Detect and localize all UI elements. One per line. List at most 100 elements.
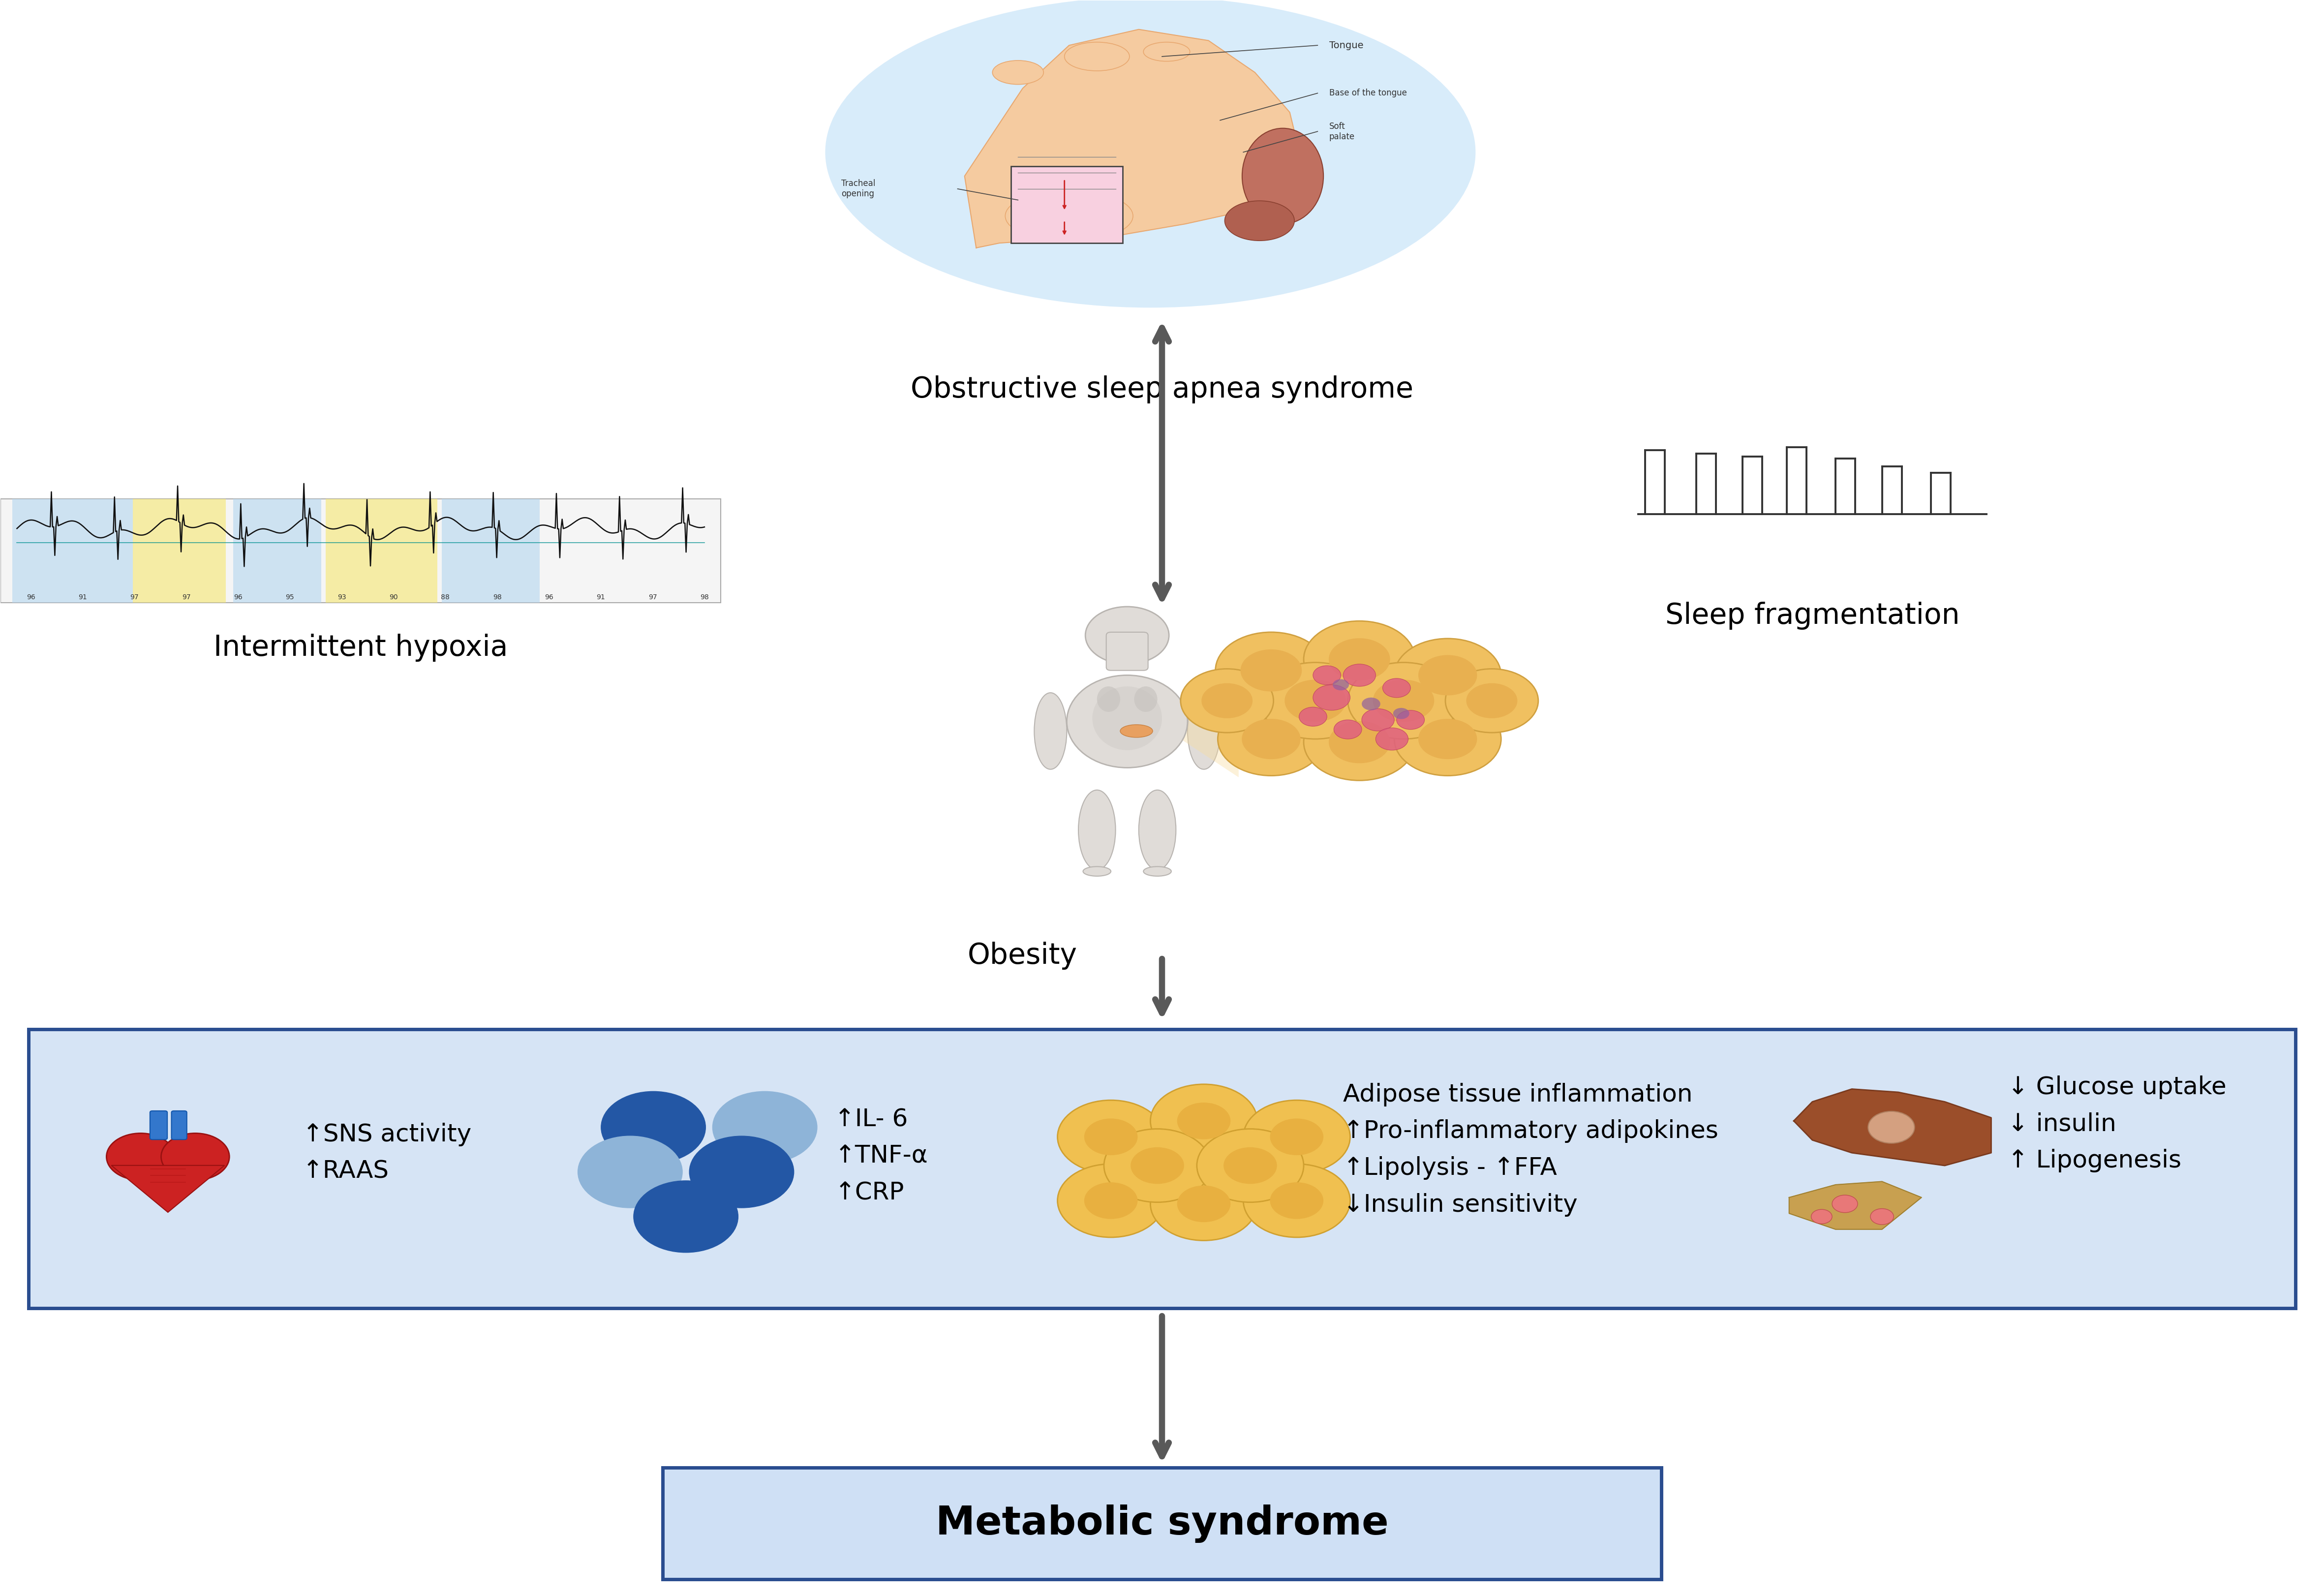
Ellipse shape [1143, 867, 1171, 876]
Text: 97: 97 [130, 594, 139, 600]
Text: Sleep fragmentation: Sleep fragmentation [1664, 602, 1959, 630]
FancyBboxPatch shape [662, 1468, 1662, 1580]
Ellipse shape [1006, 190, 1134, 241]
FancyBboxPatch shape [28, 1029, 2296, 1309]
Circle shape [1868, 1111, 1915, 1143]
Ellipse shape [1092, 686, 1162, 750]
Circle shape [602, 1092, 706, 1163]
Circle shape [1085, 1183, 1139, 1219]
Text: Metabolic syndrome: Metabolic syndrome [937, 1505, 1387, 1543]
Ellipse shape [1078, 790, 1116, 870]
Circle shape [107, 1133, 174, 1179]
Ellipse shape [1083, 867, 1111, 876]
Text: 93: 93 [337, 594, 346, 600]
Circle shape [1243, 1100, 1350, 1173]
Circle shape [1831, 1195, 1857, 1213]
Text: Soft
palate: Soft palate [1329, 121, 1355, 140]
Circle shape [1343, 664, 1376, 686]
Circle shape [1397, 710, 1425, 729]
Circle shape [579, 1136, 683, 1208]
Circle shape [1085, 1119, 1139, 1156]
Circle shape [1373, 680, 1434, 721]
Circle shape [1085, 606, 1169, 664]
Ellipse shape [992, 61, 1043, 85]
Ellipse shape [1134, 686, 1157, 712]
Circle shape [1285, 680, 1346, 721]
Circle shape [1383, 678, 1411, 697]
Circle shape [1218, 702, 1325, 776]
Circle shape [1132, 1148, 1183, 1184]
Circle shape [1057, 1100, 1164, 1173]
FancyBboxPatch shape [172, 1111, 186, 1140]
Circle shape [1197, 1128, 1304, 1202]
Bar [325, 500, 437, 603]
Text: ↑SNS activity
↑RAAS: ↑SNS activity ↑RAAS [302, 1122, 472, 1183]
Circle shape [1222, 1148, 1276, 1184]
Circle shape [1362, 709, 1394, 731]
Circle shape [1304, 704, 1415, 780]
Text: 96: 96 [544, 594, 553, 600]
Text: 97: 97 [181, 594, 191, 600]
Circle shape [1150, 1167, 1257, 1240]
Text: 95: 95 [286, 594, 295, 600]
Circle shape [1243, 1163, 1350, 1237]
Circle shape [1269, 1119, 1322, 1156]
FancyBboxPatch shape [151, 1111, 167, 1140]
Text: Intermittent hypoxia: Intermittent hypoxia [214, 634, 509, 662]
Circle shape [1181, 669, 1274, 733]
Circle shape [1362, 697, 1380, 710]
Bar [12, 500, 132, 603]
Text: 97: 97 [648, 594, 658, 600]
Circle shape [1150, 1084, 1257, 1157]
Circle shape [1057, 1163, 1164, 1237]
Ellipse shape [1064, 41, 1129, 70]
Text: 88: 88 [442, 594, 451, 600]
Circle shape [1394, 638, 1501, 712]
Circle shape [1329, 721, 1390, 763]
Ellipse shape [1067, 675, 1188, 768]
Text: Obesity: Obesity [967, 942, 1078, 969]
Text: 91: 91 [597, 594, 604, 600]
Circle shape [1269, 1183, 1322, 1219]
Ellipse shape [1225, 201, 1294, 241]
Circle shape [1215, 632, 1327, 709]
FancyBboxPatch shape [1106, 632, 1148, 670]
Polygon shape [1178, 643, 1239, 777]
Ellipse shape [1188, 693, 1220, 769]
Circle shape [1394, 702, 1501, 776]
Circle shape [1176, 1103, 1229, 1140]
Text: 90: 90 [388, 594, 397, 600]
Polygon shape [112, 1165, 225, 1213]
Circle shape [1241, 650, 1301, 691]
Ellipse shape [1143, 41, 1190, 61]
Text: Tongue: Tongue [1329, 40, 1364, 49]
Circle shape [690, 1136, 795, 1208]
Circle shape [713, 1092, 818, 1163]
Circle shape [1392, 709, 1408, 720]
Text: 98: 98 [700, 594, 709, 600]
Text: Obstructive sleep apnea syndrome: Obstructive sleep apnea syndrome [911, 375, 1413, 404]
Text: ↑IL- 6
↑TNF-α
↑CRP: ↑IL- 6 ↑TNF-α ↑CRP [834, 1108, 927, 1205]
Circle shape [634, 1181, 739, 1253]
Circle shape [1418, 718, 1478, 760]
Circle shape [1871, 1208, 1894, 1224]
Text: Tracheal
opening: Tracheal opening [841, 179, 876, 198]
Ellipse shape [1097, 686, 1120, 712]
Text: 98: 98 [493, 594, 502, 600]
Circle shape [1202, 683, 1253, 718]
Circle shape [1446, 669, 1538, 733]
Circle shape [1466, 683, 1518, 718]
Circle shape [1418, 654, 1478, 696]
Circle shape [1348, 662, 1459, 739]
Ellipse shape [1241, 128, 1322, 223]
Bar [132, 500, 225, 603]
Circle shape [1313, 685, 1350, 710]
Ellipse shape [1139, 790, 1176, 870]
Bar [232, 500, 321, 603]
Circle shape [1176, 1186, 1229, 1223]
Circle shape [1329, 638, 1390, 680]
Text: 96: 96 [235, 594, 242, 600]
Text: Base of the tongue: Base of the tongue [1329, 89, 1406, 97]
Polygon shape [1789, 1181, 1922, 1229]
Circle shape [1334, 720, 1362, 739]
